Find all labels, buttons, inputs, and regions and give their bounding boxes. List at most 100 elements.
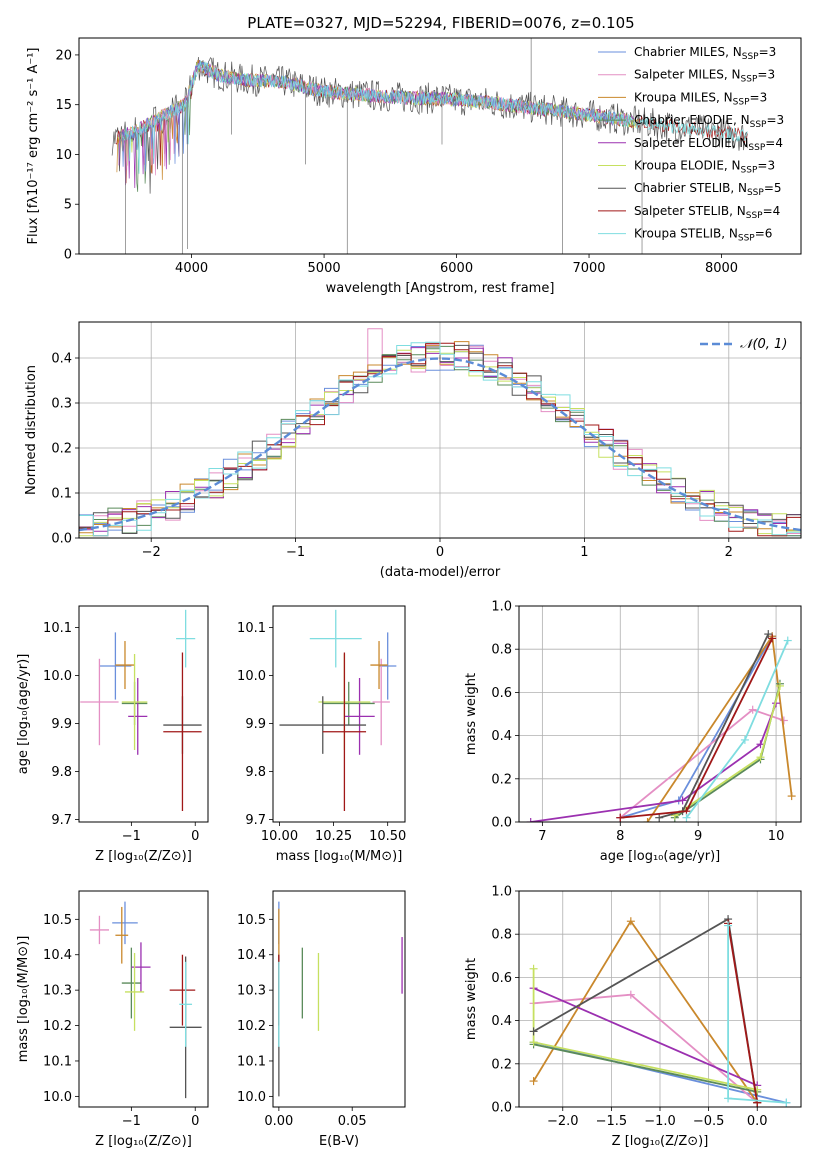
y-tick-label: 10.1 (43, 621, 72, 636)
y-tick-label: 10.0 (43, 1090, 72, 1105)
y-tick-label: 0.2 (491, 772, 512, 787)
x-tick-label: −1.0 (644, 1114, 676, 1129)
y-tick-label: 9.7 (245, 813, 266, 828)
spectrum-line (119, 61, 633, 192)
y-tick-label: 1.0 (491, 885, 512, 900)
y-tick-label: 20 (55, 48, 72, 63)
legend-label: Kroupa MILES, NSSP=3 (634, 90, 767, 107)
y-tick-label: 10 (55, 148, 72, 163)
plot-frame (518, 605, 802, 823)
y-tick-label: 10.0 (237, 1090, 266, 1105)
y-tick-label: 0.4 (491, 1014, 512, 1029)
y-tick-label: 0.8 (491, 643, 512, 658)
legend-label: 𝒩(0, 1) (740, 337, 787, 352)
x-tick-label: 0 (436, 545, 444, 560)
x-tick-label: 7000 (572, 261, 605, 276)
spectrum-line (122, 60, 748, 174)
y-tick-label: 0.0 (51, 532, 72, 547)
x-tick-label: 5000 (308, 261, 341, 276)
plot-frame (78, 321, 802, 539)
x-axis-label: age [log₁₀(age/yr)] (600, 849, 721, 864)
legend-subscript: SSP (733, 97, 750, 107)
y-tick-label: 9.9 (51, 717, 72, 732)
legend-label: Chabrier STELIB, NSSP=5 (634, 181, 782, 198)
y-tick-label: 0 (64, 248, 72, 263)
y-tick-label: 10.1 (237, 621, 266, 636)
legend-count: =3 (750, 90, 768, 104)
legend-label: Salpeter ELODIE, NSSP=4 (634, 136, 783, 153)
spectrum-panel: 4000 5000 6000 7000 8000 0 5 10 15 20 wavelength [… (26, 37, 802, 296)
gaussian-curve (79, 357, 801, 532)
y-tick-label: 1.0 (491, 600, 512, 615)
legend-count: =3 (759, 45, 777, 59)
legend-subscript: SSP (741, 166, 758, 176)
x-tick-label: −0.5 (693, 1114, 725, 1129)
y-axis-label: Flux [fλ10⁻¹⁷ erg cm⁻² s⁻¹ A⁻¹] (26, 48, 41, 245)
spectrum-line (120, 63, 630, 176)
legend-subscript: SSP (750, 120, 767, 130)
x-tick-label: 10 (768, 829, 785, 844)
spectrum-line (121, 60, 628, 172)
x-tick-label: 8000 (705, 261, 738, 276)
legend-subscript: SSP (741, 75, 758, 85)
mass-vs-metallicity-panel: −1 0 10.0 10.1 10.2 10.3 10.4 10.5 Z [log₁₀(Z/Z⊙… (16, 890, 209, 1149)
x-tick-label: −1.5 (596, 1114, 628, 1129)
x-tick-label: 10.00 (261, 829, 298, 844)
legend-count: =4 (763, 204, 781, 218)
legend: Chabrier MILES, NSSP=3 Salpeter MILES, NS… (598, 45, 784, 244)
legend-label: Kroupa ELODIE, NSSP=3 (634, 159, 775, 176)
x-tick-label: −2.0 (547, 1114, 579, 1129)
y-tick-label: 0.2 (491, 1057, 512, 1072)
spectrum-lines (111, 38, 748, 254)
error-bars (89, 901, 202, 1099)
y-axis-label: mass [log₁₀(M/M⊙)] (16, 936, 31, 1063)
x-tick-label: 0.0 (747, 1114, 768, 1129)
y-tick-label: 10.1 (43, 1054, 72, 1069)
x-tick-label: 8 (616, 829, 624, 844)
legend-label: Chabrier MILES, NSSP=3 (634, 45, 776, 62)
y-tick-label: 0.8 (491, 928, 512, 943)
y-tick-label: 0.6 (491, 686, 512, 701)
y-tick-label: 0.3 (51, 397, 72, 412)
y-tick-label: 10.0 (43, 669, 72, 684)
mass-vs-extinction-panel: 0.00 0.05 10.0 10.1 10.2 10.3 10.4 10.5 E(B-V) (237, 890, 406, 1149)
y-tick-label: 0.2 (51, 442, 72, 457)
x-tick-label: 0.05 (338, 1114, 367, 1129)
x-axis-label: wavelength [Angstrom, rest frame] (326, 281, 555, 296)
y-tick-label: 0.0 (491, 1101, 512, 1116)
x-axis-label: E(B-V) (319, 1134, 359, 1149)
plot-frame (78, 605, 209, 823)
y-tick-label: 10.2 (43, 1019, 72, 1034)
weight-line (533, 1043, 758, 1093)
x-axis-label: mass [log₁₀(M/M⊙)] (276, 849, 403, 864)
y-tick-label: 10.2 (237, 1019, 266, 1034)
legend-subscript: SSP (748, 143, 765, 153)
y-tick-label: 10.1 (237, 1054, 266, 1069)
x-tick-label: 2 (725, 545, 733, 560)
y-tick-label: 9.8 (245, 765, 266, 780)
x-tick-label: 10.50 (369, 829, 406, 844)
weight-line (533, 987, 758, 1087)
y-axis-label: age [log₁₀(age/yr)] (16, 654, 31, 775)
x-tick-label: 7 (538, 829, 546, 844)
legend-count: =3 (757, 159, 775, 173)
legend-label: Chabrier ELODIE, NSSP=3 (634, 113, 784, 130)
weight-line (727, 923, 759, 1103)
weight-line (619, 708, 785, 819)
legend-subscript: SSP (742, 52, 759, 62)
histogram-step (79, 341, 801, 537)
weight-vs-metallicity-panel: −2.0 −1.5 −1.0 −0.5 0.0 0.0 0.2 0.4 0.6 0.8 1.0 Z [… (464, 885, 802, 1149)
residual-distribution-panel: −2 −1 0 1 2 0.0 0.1 0.2 0.3 0.4 (data-model)/error… (24, 321, 802, 580)
plot-frame (272, 890, 406, 1108)
y-tick-label: 5 (64, 198, 72, 213)
y-tick-label: 10.5 (237, 913, 266, 928)
x-tick-label: −1 (122, 1114, 141, 1129)
y-axis-label: mass weight (464, 673, 479, 755)
y-tick-label: 10.4 (43, 948, 72, 963)
y-tick-label: 10.3 (43, 984, 72, 999)
x-tick-label: −1 (122, 829, 141, 844)
x-tick-label: 9 (694, 829, 702, 844)
x-axis-label: Z [log₁₀(Z/Z⊙)] (95, 1134, 192, 1149)
x-tick-label: 1 (580, 545, 588, 560)
